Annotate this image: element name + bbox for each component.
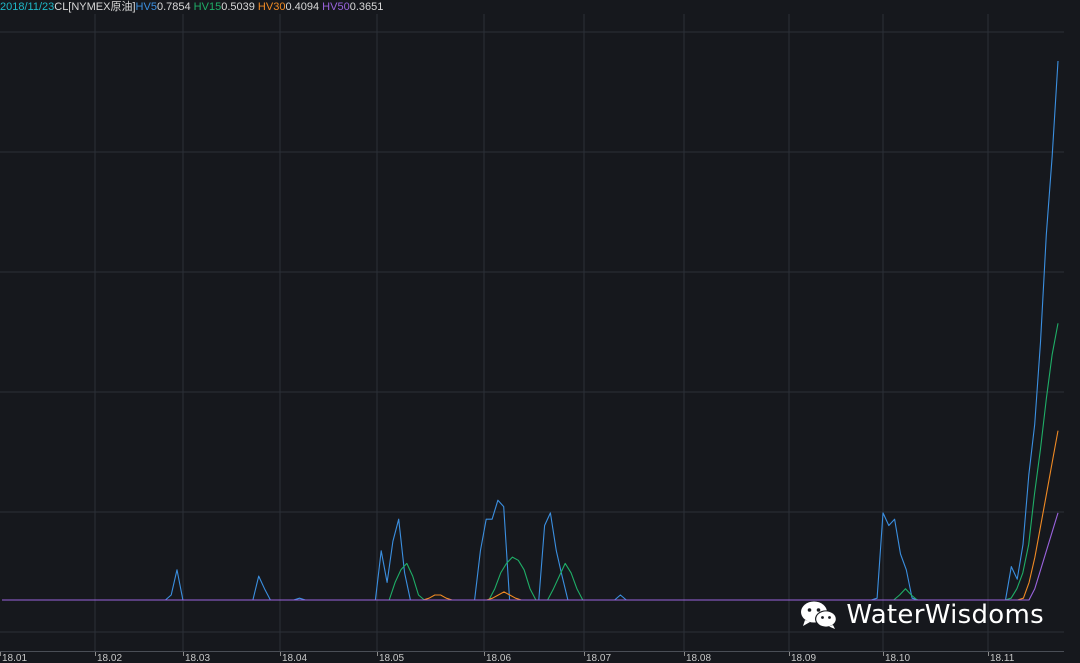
hv50-value: 0.3651 <box>349 1 384 13</box>
x-tick-label: 18.11 <box>990 653 1015 663</box>
hv15-value: 0.5039 <box>221 1 255 13</box>
x-tick-label: 18.03 <box>185 653 210 663</box>
hv30-label: HV30 <box>257 1 286 13</box>
x-tick-label: 18.07 <box>586 653 611 663</box>
chart-header: 2018/11/23CL[NYMEX原油]HV50.7854 HV150.503… <box>0 1 383 14</box>
series-line-hv30 <box>2 430 1059 601</box>
x-tick-label: 18.08 <box>686 653 711 663</box>
hv50-label: HV50 <box>322 1 350 13</box>
chart-grid <box>0 14 1064 651</box>
chart-lines <box>2 60 1059 601</box>
hv15-label: HV15 <box>193 1 222 13</box>
x-tick-label: 18.06 <box>486 653 511 663</box>
wechat-icon <box>800 600 838 630</box>
x-tick-label: 18.02 <box>97 653 122 663</box>
x-tick-label: 18.01 <box>2 653 27 663</box>
header-symbol: CL[NYMEX原油] <box>54 1 136 13</box>
series-line-hv5 <box>2 60 1059 601</box>
x-tick-label: 18.04 <box>282 653 307 663</box>
x-tick-label: 18.05 <box>379 653 404 663</box>
hv5-value: 0.7854 <box>156 1 191 13</box>
series-line-hv50 <box>2 512 1059 601</box>
x-tick-label: 18.10 <box>885 653 910 663</box>
watermark: WaterWisdoms <box>800 600 1044 630</box>
x-tick-label: 18.09 <box>791 653 816 663</box>
x-axis: 18.01 18.02 18.03 18.04 18.05 18.06 18.07 18.08… <box>0 651 1064 663</box>
watermark-text: WaterWisdoms <box>846 600 1044 630</box>
series-line-hv15 <box>2 323 1059 601</box>
hv5-label: HV5 <box>135 1 157 13</box>
hv30-value: 0.4094 <box>285 1 320 13</box>
header-date: 2018/11/23 <box>0 1 55 13</box>
